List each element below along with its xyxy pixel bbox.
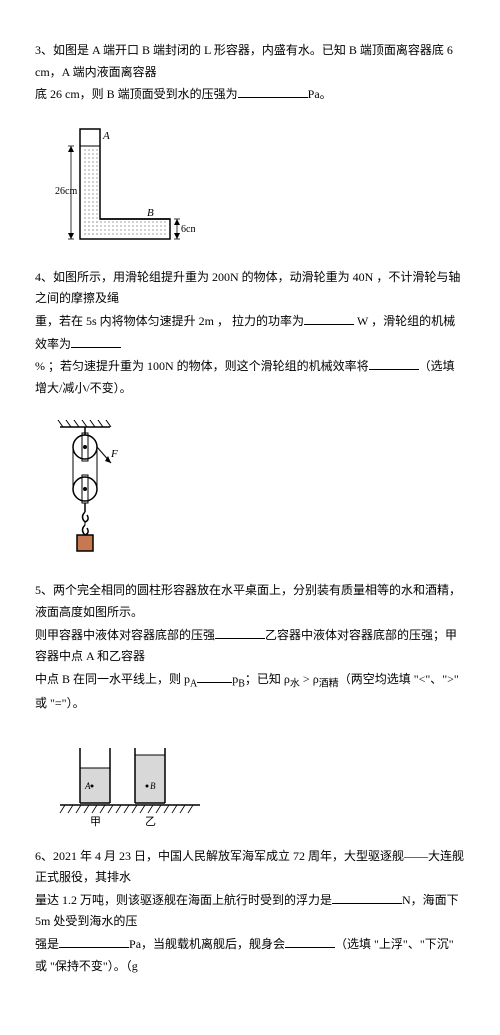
q5-number: 5、 — [35, 583, 53, 597]
q4-blank-2 — [71, 333, 121, 348]
q6-blank-2 — [59, 933, 129, 948]
q3-number: 3、 — [35, 43, 53, 57]
q5-sub-water: 水 — [290, 678, 300, 689]
label-B: B — [147, 207, 154, 219]
q3-text-3: Pa。 — [308, 87, 332, 101]
label-A: A — [102, 130, 110, 142]
label-jia: 甲 — [90, 816, 101, 828]
q6-text-2: 量达 1.2 万吨，则该驱逐舰在海面上航行时受到的浮力是 — [35, 893, 332, 907]
q5-blank-1 — [215, 624, 265, 639]
q5-text-1: 两个完全相同的圆柱形容器放在水平桌面上，分别装有质量相等的水和酒精，液面高度如图… — [35, 583, 461, 619]
question-5: 5、两个完全相同的圆柱形容器放在水平桌面上，分别装有质量相等的水和酒精，液面高度… — [35, 580, 465, 714]
label-F: F — [110, 448, 118, 460]
q4-text-1: 如图所示，用滑轮组提升重为 200N 的物体，动滑轮重为 40N ，不计滑轮与轴… — [35, 270, 460, 306]
q5-sub-B: B — [238, 678, 245, 689]
q5-text-4: 中点 B 在同一水平线上，则 p — [35, 672, 190, 686]
q6-blank-1 — [332, 889, 402, 904]
q6-text-4: 强是 — [35, 937, 59, 951]
q5-blank-2 — [197, 668, 232, 683]
figure-q5: A 甲 B 乙 — [55, 733, 465, 828]
label-B-point: B — [150, 781, 156, 791]
figure-q3: A B 26cm 6cm — [55, 124, 465, 249]
q4-number: 4、 — [35, 270, 53, 284]
q4-blank-1 — [304, 310, 354, 325]
q3-text-2: 底 26 cm，则 B 端顶面受到水的压强为 — [35, 87, 238, 101]
label-6cm: 6cm — [181, 224, 195, 235]
q4-blank-3 — [369, 355, 419, 370]
q6-number: 6、 — [35, 849, 53, 863]
label-A-point: A — [84, 781, 91, 791]
q5-sub-alcohol: 酒精 — [319, 678, 339, 689]
q5-text-7: > ρ — [300, 672, 319, 686]
q5-sub-A: A — [190, 678, 197, 689]
q5-text-6: ；已知 ρ — [245, 672, 290, 686]
q6-text-5: Pa，当舰载机离舰后，舰身会 — [129, 937, 285, 951]
label-26cm: 26cm — [55, 186, 77, 197]
q5-text-2: 则甲容器中液体对容器底部的压强 — [35, 628, 215, 642]
question-6: 6、2021 年 4 月 23 日，中国人民解放军海军成立 72 周年，大型驱逐… — [35, 846, 465, 978]
q3-blank-1 — [238, 83, 308, 98]
figure-q4: F — [55, 417, 465, 562]
q3-text-1: 如图是 A 端开口 B 端封闭的 L 形容器，内盛有水。已知 B 端顶面离容器底… — [35, 43, 453, 79]
q6-blank-3 — [285, 933, 335, 948]
q4-text-4: % ；若匀速提升重为 100N 的物体，则这个滑轮组的机械效率将 — [35, 359, 369, 373]
question-3: 3、如图是 A 端开口 B 端封闭的 L 形容器，内盛有水。已知 B 端顶面离容… — [35, 40, 465, 106]
label-yi: 乙 — [145, 815, 156, 828]
q4-text-2: 重，若在 5s 内将物体匀速提升 2m ， 拉力的功率为 — [35, 314, 304, 328]
q6-text-1: 2021 年 4 月 23 日，中国人民解放军海军成立 72 周年，大型驱逐舰—… — [35, 849, 464, 885]
question-4: 4、如图所示，用滑轮组提升重为 200N 的物体，动滑轮重为 40N ，不计滑轮… — [35, 267, 465, 400]
